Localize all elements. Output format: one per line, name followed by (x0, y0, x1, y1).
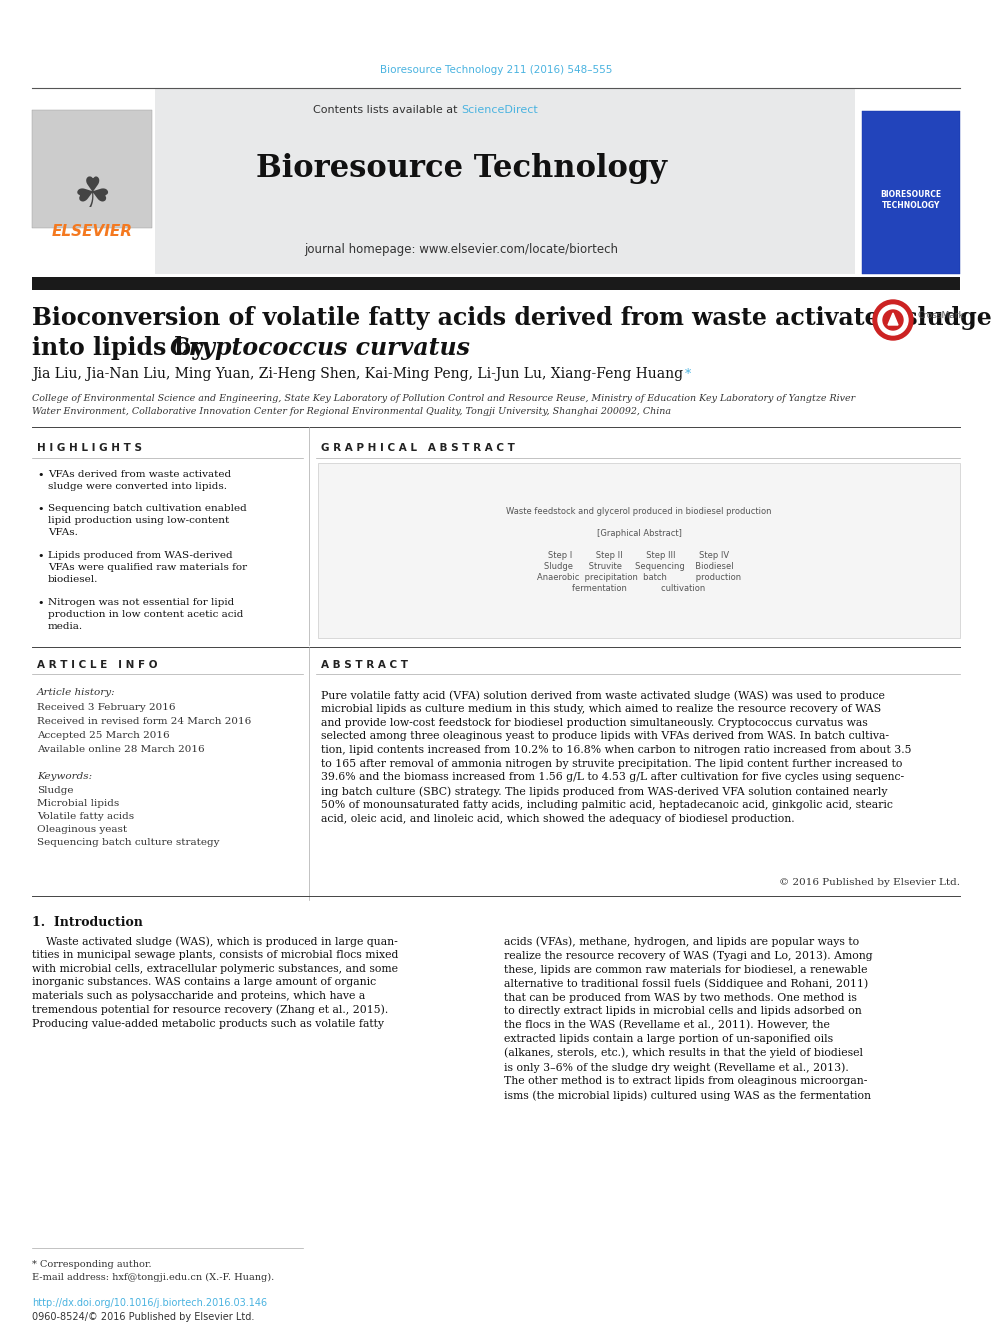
Circle shape (878, 306, 908, 335)
Circle shape (873, 300, 913, 340)
Text: E-mail address: hxf@tongji.edu.cn (X.-F. Huang).: E-mail address: hxf@tongji.edu.cn (X.-F.… (32, 1273, 274, 1282)
Text: College of Environmental Science and Engineering, State Key Laboratory of Pollut: College of Environmental Science and Eng… (32, 394, 855, 404)
Bar (318, 463, 960, 638)
Text: Volatile fatty acids: Volatile fatty acids (37, 812, 134, 822)
Text: VFAs derived from waste activated
sludge were converted into lipids.: VFAs derived from waste activated sludge… (48, 470, 231, 491)
Text: •: • (37, 504, 44, 515)
Circle shape (883, 310, 903, 329)
Text: BIORESOURCE
TECHNOLOGY: BIORESOURCE TECHNOLOGY (881, 191, 941, 210)
Text: Contents lists available at: Contents lists available at (313, 105, 461, 115)
Text: Received 3 February 2016: Received 3 February 2016 (37, 703, 176, 712)
Text: into lipids by: into lipids by (32, 336, 213, 360)
Text: ELSEVIER: ELSEVIER (52, 225, 133, 239)
Text: Cryptococcus curvatus: Cryptococcus curvatus (170, 336, 470, 360)
Text: 1.  Introduction: 1. Introduction (32, 916, 143, 929)
Bar (32, 110, 152, 228)
Bar (32, 277, 960, 290)
Text: *: * (681, 368, 691, 381)
Text: Nitrogen was not essential for lipid
production in low content acetic acid
media: Nitrogen was not essential for lipid pro… (48, 598, 243, 631)
Text: G R A P H I C A L   A B S T R A C T: G R A P H I C A L A B S T R A C T (321, 443, 515, 452)
Text: Bioresource Technology: Bioresource Technology (256, 152, 667, 184)
Bar (155, 89, 855, 274)
Text: acids (VFAs), methane, hydrogen, and lipids are popular ways to
realize the reso: acids (VFAs), methane, hydrogen, and lip… (504, 935, 873, 1101)
Text: journal homepage: www.elsevier.com/locate/biortech: journal homepage: www.elsevier.com/locat… (304, 243, 618, 257)
Text: Sequencing batch culture strategy: Sequencing batch culture strategy (37, 837, 219, 847)
Text: Available online 28 March 2016: Available online 28 March 2016 (37, 745, 204, 754)
Text: A B S T R A C T: A B S T R A C T (321, 660, 408, 669)
Text: Bioconversion of volatile fatty acids derived from waste activated sludge: Bioconversion of volatile fatty acids de… (32, 306, 992, 329)
Text: * Corresponding author.: * Corresponding author. (32, 1259, 152, 1269)
Text: Microbial lipids: Microbial lipids (37, 799, 119, 808)
Text: •: • (37, 470, 44, 480)
Text: Waste feedstock and glycerol produced in biodiesel production

[Graphical Abstra: Waste feedstock and glycerol produced in… (506, 507, 772, 593)
Bar (862, 111, 960, 274)
Text: Sequencing batch cultivation enabled
lipid production using low-content
VFAs.: Sequencing batch cultivation enabled lip… (48, 504, 247, 537)
Text: Sludge: Sludge (37, 786, 73, 795)
Text: Waste activated sludge (WAS), which is produced in large quan-
tities in municip: Waste activated sludge (WAS), which is p… (32, 935, 399, 1029)
Text: Received in revised form 24 March 2016: Received in revised form 24 March 2016 (37, 717, 251, 726)
Text: Lipids produced from WAS-derived
VFAs were qualified raw materials for
biodiesel: Lipids produced from WAS-derived VFAs we… (48, 550, 247, 583)
Text: •: • (37, 598, 44, 609)
Text: Jia Liu, Jia-Nan Liu, Ming Yuan, Zi-Heng Shen, Kai-Ming Peng, Li-Jun Lu, Xiang-F: Jia Liu, Jia-Nan Liu, Ming Yuan, Zi-Heng… (32, 366, 683, 381)
Text: ☘: ☘ (73, 175, 111, 216)
Text: •: • (37, 550, 44, 561)
Polygon shape (888, 314, 898, 325)
Text: Keywords:: Keywords: (37, 773, 92, 781)
Text: Article history:: Article history: (37, 688, 116, 697)
Text: Bioresource Technology 211 (2016) 548–555: Bioresource Technology 211 (2016) 548–55… (380, 65, 612, 75)
Text: H I G H L I G H T S: H I G H L I G H T S (37, 443, 142, 452)
Text: Pure volatile fatty acid (VFA) solution derived from waste activated sludge (WAS: Pure volatile fatty acid (VFA) solution … (321, 691, 912, 824)
Text: A R T I C L E   I N F O: A R T I C L E I N F O (37, 660, 158, 669)
Text: © 2016 Published by Elsevier Ltd.: © 2016 Published by Elsevier Ltd. (779, 878, 960, 886)
Text: Accepted 25 March 2016: Accepted 25 March 2016 (37, 732, 170, 740)
Text: ScienceDirect: ScienceDirect (461, 105, 538, 115)
Text: Water Environment, Collaborative Innovation Center for Regional Environmental Qu: Water Environment, Collaborative Innovat… (32, 407, 671, 415)
Text: 0960-8524/© 2016 Published by Elsevier Ltd.: 0960-8524/© 2016 Published by Elsevier L… (32, 1312, 254, 1322)
Text: http://dx.doi.org/10.1016/j.biortech.2016.03.146: http://dx.doi.org/10.1016/j.biortech.201… (32, 1298, 267, 1308)
Text: Oleaginous yeast: Oleaginous yeast (37, 826, 127, 833)
Text: CrossMark: CrossMark (917, 311, 964, 319)
